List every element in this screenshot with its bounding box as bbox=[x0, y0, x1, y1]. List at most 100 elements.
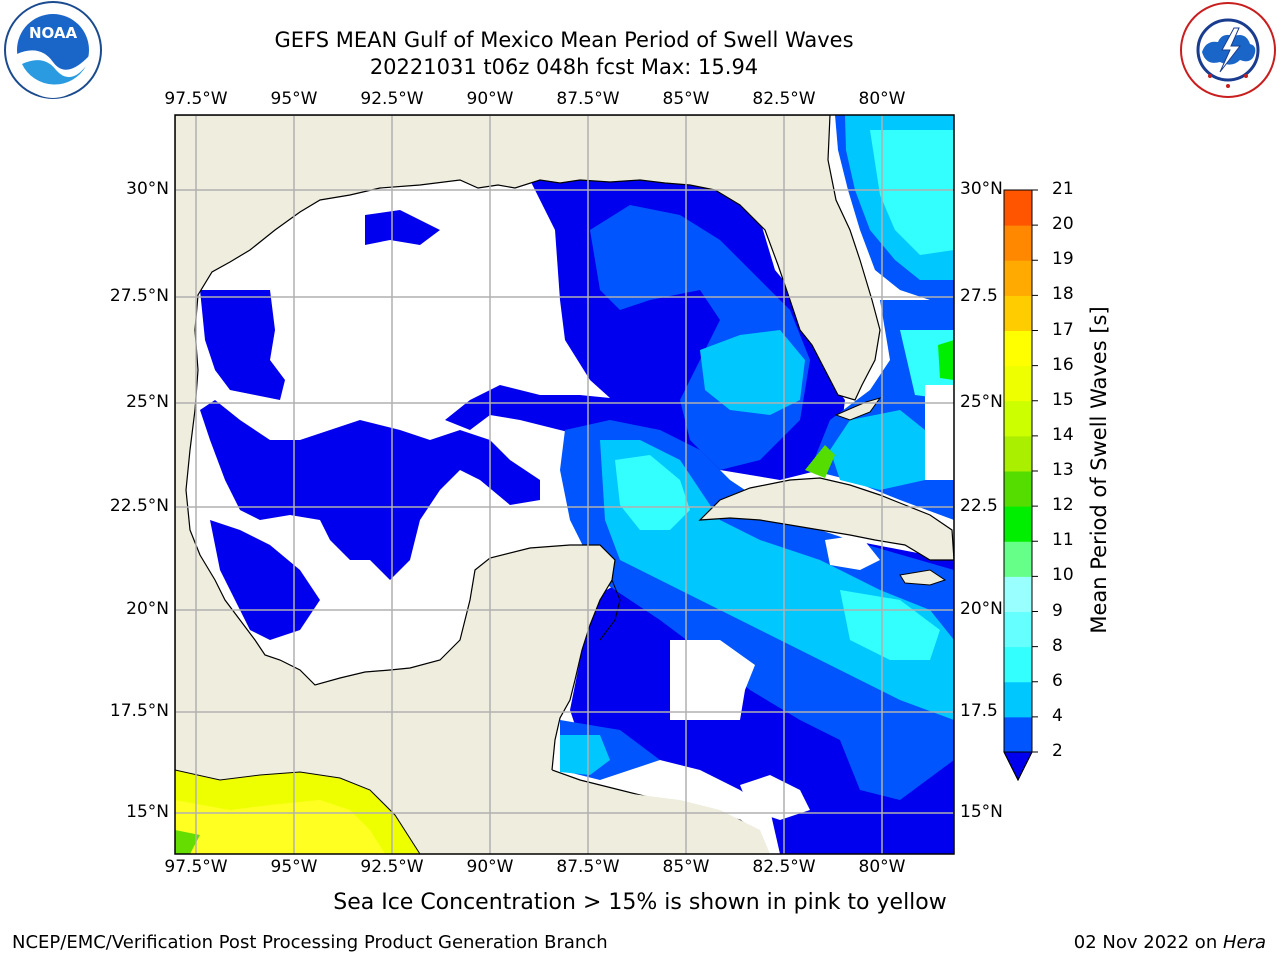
colorbar-under-arrow bbox=[1003, 751, 1033, 782]
landmass-cuba bbox=[698, 477, 954, 561]
sea-ice-band-edge bbox=[175, 830, 200, 854]
colorbar-tick-label: 18 bbox=[1052, 284, 1074, 305]
swell-gap-nicaragua bbox=[740, 775, 810, 820]
colorbar-tick-label: 11 bbox=[1052, 530, 1074, 551]
lat-label-right: 20°N bbox=[960, 599, 1003, 619]
lon-label-top: 92.5°W bbox=[360, 89, 424, 109]
lon-label-top: 85°W bbox=[662, 89, 710, 109]
map-subtitle: 20221031 t06z 048h fcst Max: 15.94 bbox=[369, 55, 759, 79]
swell-region-6to8-caribbean bbox=[840, 590, 940, 660]
footer-date: 02 Nov 2022 on Hera bbox=[1074, 932, 1266, 953]
swell-region-lt2-north-gulf bbox=[365, 210, 440, 245]
colorbar-tick-label: 15 bbox=[1052, 389, 1074, 410]
swell-region-4to6-central bbox=[700, 330, 805, 415]
swell-region-4to6-honduras bbox=[560, 735, 610, 775]
lat-label-left: 17.5°N bbox=[109, 701, 169, 721]
footer-host: Hera bbox=[1222, 932, 1266, 953]
sea-ice-note: Sea Ice Concentration > 15% is shown in … bbox=[333, 890, 947, 915]
colorbar-segment bbox=[1004, 506, 1032, 542]
colorbar-tick-label: 8 bbox=[1052, 635, 1063, 656]
colorbar-tick-label: 6 bbox=[1052, 670, 1063, 691]
swell-region-6to8-atlantic bbox=[870, 130, 954, 255]
colorbar bbox=[1003, 189, 1038, 782]
colorbar-segment bbox=[1004, 260, 1032, 296]
colorbar-segment bbox=[1004, 611, 1032, 648]
lon-label-top: 97.5°W bbox=[164, 89, 228, 109]
colorbar-tick-label: 12 bbox=[1052, 495, 1074, 516]
lon-label-bottom: 95°W bbox=[270, 857, 318, 877]
colorbar-segment bbox=[1004, 400, 1032, 437]
lon-label-top: 87.5°W bbox=[556, 89, 620, 109]
colorbar-segment bbox=[1004, 435, 1032, 472]
noaa-logo-text: NOAA bbox=[29, 24, 78, 42]
noaa-logo: NOAA bbox=[4, 1, 102, 99]
lat-label-left: 25°N bbox=[126, 392, 169, 412]
coastline-pacific bbox=[175, 769, 421, 854]
colorbar-frame bbox=[1003, 189, 1033, 782]
swell-region-4to6-bahamas bbox=[830, 410, 925, 490]
lon-label-top: 95°W bbox=[270, 89, 318, 109]
swell-region-10to12-cay-sal bbox=[805, 445, 835, 478]
map-frame bbox=[174, 114, 955, 855]
lat-label-right: 22.5 bbox=[960, 496, 998, 516]
colorbar-tick-label: 4 bbox=[1052, 705, 1063, 726]
lat-label-left: 20°N bbox=[126, 599, 169, 619]
lon-label-top: 80°W bbox=[858, 89, 906, 109]
colorbar-segment bbox=[1004, 295, 1032, 331]
colorbar-tick-label: 17 bbox=[1052, 319, 1074, 340]
lat-label-left: 15°N bbox=[126, 802, 169, 822]
lat-label-right: 27.5 bbox=[960, 286, 998, 306]
colorbar-tick-label: 2 bbox=[1052, 741, 1063, 761]
lon-label-bottom: 82.5°W bbox=[752, 857, 816, 877]
lon-label-bottom: 97.5°W bbox=[164, 857, 228, 877]
map-gridlines bbox=[175, 115, 954, 854]
map-area bbox=[175, 115, 954, 854]
colorbar-segment bbox=[1004, 365, 1032, 402]
lat-label-right: 15°N bbox=[960, 802, 1003, 822]
colorbar-segment bbox=[1004, 681, 1032, 718]
colorbar-tick-label: 14 bbox=[1052, 424, 1074, 445]
colorbar-label: Mean Period of Swell Waves [s] bbox=[1087, 306, 1111, 634]
landmass-jamaica bbox=[899, 569, 947, 586]
lat-label-left: 27.5°N bbox=[109, 286, 169, 306]
lon-label-bottom: 90°W bbox=[466, 857, 514, 877]
lon-label-bottom: 85°W bbox=[662, 857, 710, 877]
lat-label-right: 30°N bbox=[960, 179, 1003, 199]
colorbar-segment bbox=[1004, 716, 1032, 753]
colorbar-segment bbox=[1004, 471, 1032, 507]
swell-region-6to8-yucatan bbox=[615, 455, 690, 530]
colorbar-tick-label: 21 bbox=[1052, 179, 1074, 199]
lat-label-right: 17.5 bbox=[960, 701, 998, 721]
colorbar-tick-label: 10 bbox=[1052, 565, 1074, 586]
lon-label-top: 90°W bbox=[466, 89, 514, 109]
colorbar-tick-label: 16 bbox=[1052, 354, 1074, 375]
nws-logo bbox=[1180, 2, 1276, 98]
lat-label-right: 25°N bbox=[960, 392, 1003, 412]
footer-date-text: 02 Nov 2022 on bbox=[1073, 932, 1223, 953]
lon-label-top: 82.5°W bbox=[752, 89, 816, 109]
colorbar-tick-label: 19 bbox=[1052, 249, 1074, 270]
colorbar-tick-label: 20 bbox=[1052, 214, 1074, 235]
lon-label-bottom: 80°W bbox=[858, 857, 906, 877]
colorbar-segment bbox=[1004, 646, 1032, 683]
map-title: GEFS MEAN Gulf of Mexico Mean Period of … bbox=[274, 28, 854, 52]
swell-gap-caribbean-central bbox=[670, 640, 755, 720]
colorbar-tick-label: 13 bbox=[1052, 460, 1074, 480]
swell-region-lt2-nw-gulf bbox=[200, 290, 285, 400]
footer-credit: NCEP/EMC/Verification Post Processing Pr… bbox=[12, 932, 608, 953]
swell-gap-jamaica-channel bbox=[825, 535, 880, 570]
lon-label-bottom: 87.5°W bbox=[556, 857, 620, 877]
colorbar-segment bbox=[1004, 541, 1032, 577]
colorbar-segment bbox=[1004, 330, 1032, 367]
colorbar-segment bbox=[1004, 190, 1032, 226]
lat-label-left: 30°N bbox=[126, 179, 169, 199]
colorbar-segment bbox=[1004, 225, 1032, 261]
lat-label-left: 22.5°N bbox=[109, 496, 169, 516]
swell-region-lt2-west-gulf bbox=[200, 400, 540, 580]
lon-label-bottom: 92.5°W bbox=[360, 857, 424, 877]
colorbar-tick-label: 9 bbox=[1052, 600, 1063, 621]
swell-gap-bahamas-banks bbox=[925, 385, 954, 480]
swell-region-10to12-bahamas bbox=[938, 340, 954, 380]
colorbar-segment bbox=[1004, 576, 1032, 612]
